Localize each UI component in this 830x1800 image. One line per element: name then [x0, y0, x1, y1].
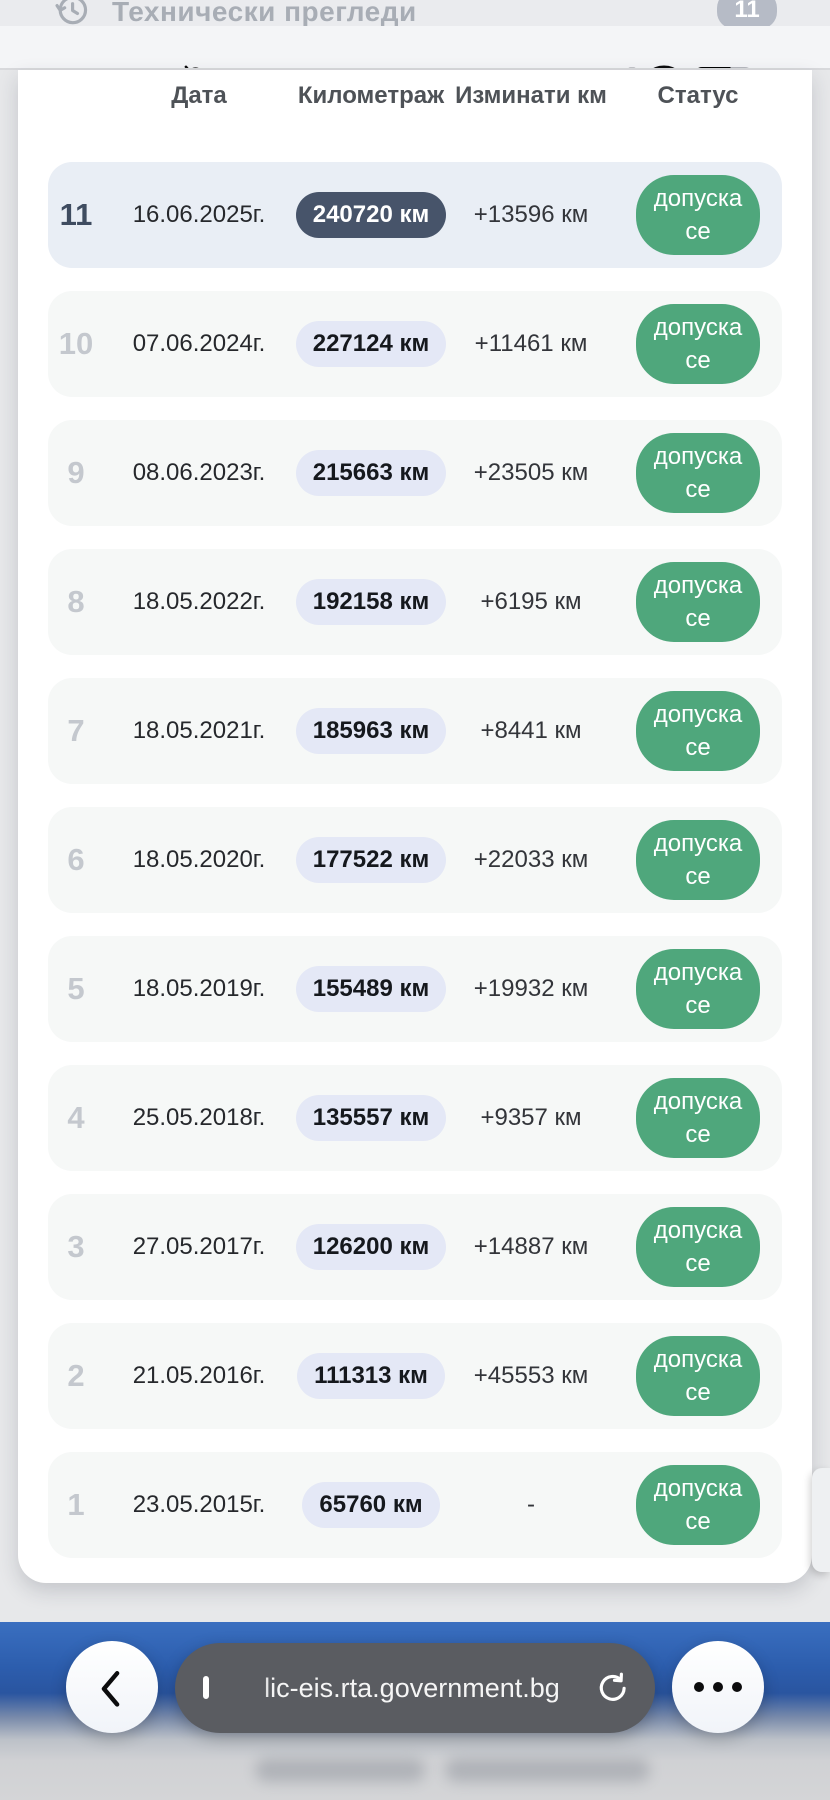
- traveled-value: +8441 км: [480, 717, 582, 744]
- col-index: [48, 82, 104, 110]
- row-number: 5: [67, 971, 85, 1006]
- inspection-row: 11 16.06.2025г. 240720 км +13596 км допу…: [48, 162, 782, 268]
- side-peek-badge: [812, 1468, 830, 1572]
- url-text: lic-eis.rta.government.bg: [264, 1672, 560, 1703]
- traveled-value: +14887 км: [473, 1233, 589, 1260]
- status-badge: допуска се: [636, 433, 760, 513]
- col-date: Дата: [171, 82, 227, 109]
- col-mileage: Километраж: [297, 82, 445, 109]
- inspection-row: 1 23.05.2015г. 65760 км - допуска се: [48, 1452, 782, 1558]
- status-badge: допуска се: [636, 1336, 760, 1416]
- table-header: Дата Километраж Изминати км Статус: [48, 82, 782, 110]
- inspection-row: 5 18.05.2019г. 155489 км +19932 км допус…: [48, 936, 782, 1042]
- status-badge: допуска се: [636, 175, 760, 255]
- back-chevron-icon: [101, 1671, 120, 1707]
- row-date: 18.05.2020г.: [132, 846, 266, 873]
- row-date: 16.06.2025г.: [132, 201, 266, 228]
- status-badge: допуска се: [636, 304, 760, 384]
- status-badge: допуска се: [636, 691, 760, 771]
- row-number: 1: [67, 1487, 85, 1522]
- url-bar[interactable]: lic-eis.rta.government.bg: [175, 1643, 655, 1733]
- col-traveled: Изминати км: [455, 82, 607, 109]
- row-number: 3: [67, 1229, 85, 1264]
- reader-icon[interactable]: [203, 1676, 237, 1699]
- traveled-value: +23505 км: [473, 459, 589, 486]
- status-badge: допуска се: [636, 949, 760, 1029]
- row-date: 18.05.2019г.: [132, 975, 266, 1002]
- traveled-value: +9357 км: [480, 1104, 582, 1131]
- inspection-row: 8 18.05.2022г. 192158 км +6195 км допуск…: [48, 549, 782, 655]
- mileage-badge: 177522 км: [295, 837, 447, 883]
- status-badge: допуска се: [636, 1465, 760, 1545]
- row-date: 21.05.2016г.: [132, 1362, 266, 1389]
- traveled-value: +19932 км: [473, 975, 589, 1002]
- row-number: 6: [67, 842, 85, 877]
- status-bar: 1:12 59: [0, 26, 830, 97]
- inspection-row: 7 18.05.2021г. 185963 км +8441 км допуск…: [48, 678, 782, 784]
- row-number: 2: [67, 1358, 85, 1393]
- inspection-row: 2 21.05.2016г. 111313 км +45553 км допус…: [48, 1323, 782, 1429]
- col-status: Статус: [657, 82, 739, 109]
- history-clock-icon: [55, 0, 88, 25]
- ellipsis-icon: [694, 1682, 742, 1692]
- status-badge: допуска се: [636, 1207, 760, 1287]
- inspection-row: 9 08.06.2023г. 215663 км +23505 км допус…: [48, 420, 782, 526]
- back-button[interactable]: [66, 1641, 158, 1733]
- mileage-badge: 65760 км: [302, 1482, 440, 1528]
- status-badge: допуска се: [636, 820, 760, 900]
- traveled-value: +13596 км: [473, 201, 589, 228]
- inspection-sheet: Дата Километраж Изминати км Статус 11 16…: [18, 70, 812, 1583]
- dimmed-page-header: Технически прегледи 11: [0, 0, 830, 29]
- mileage-badge: 155489 км: [295, 966, 447, 1012]
- reload-icon[interactable]: [595, 1670, 631, 1706]
- row-number: 11: [59, 197, 93, 232]
- mileage-badge: 135557 км: [295, 1095, 447, 1141]
- mileage-badge: 126200 км: [295, 1224, 447, 1270]
- inspection-list: 11 16.06.2025г. 240720 км +13596 км допу…: [48, 162, 782, 1558]
- mileage-badge: 185963 км: [295, 708, 447, 754]
- inspection-row: 3 27.05.2017г. 126200 км +14887 км допус…: [48, 1194, 782, 1300]
- row-date: 18.05.2021г.: [132, 717, 266, 744]
- row-date: 25.05.2018г.: [132, 1104, 266, 1131]
- inspection-row: 4 25.05.2018г. 135557 км +9357 км допуск…: [48, 1065, 782, 1171]
- traveled-value: -: [527, 1491, 535, 1518]
- statusbar-divider: [0, 68, 830, 70]
- traveled-value: +6195 км: [480, 588, 582, 615]
- mileage-badge: 111313 км: [297, 1353, 445, 1399]
- row-number: 9: [67, 455, 85, 490]
- menu-button[interactable]: [672, 1641, 764, 1733]
- mileage-badge: 227124 км: [295, 321, 447, 367]
- row-date: 27.05.2017г.: [132, 1233, 266, 1260]
- row-number: 4: [67, 1100, 85, 1135]
- row-date: 08.06.2023г.: [132, 459, 266, 486]
- mileage-badge: 240720 км: [295, 192, 447, 238]
- row-number: 8: [67, 584, 85, 619]
- traveled-value: +45553 км: [473, 1362, 589, 1389]
- blurred-page-text: [445, 1758, 650, 1782]
- row-number: 10: [58, 326, 94, 361]
- page-title: Технически прегледи: [112, 0, 417, 27]
- count-badge: 11: [717, 0, 777, 29]
- mileage-badge: 192158 км: [295, 579, 447, 625]
- status-badge: допуска се: [636, 1078, 760, 1158]
- row-date: 18.05.2022г.: [132, 588, 266, 615]
- traveled-value: +11461 км: [474, 330, 588, 357]
- traveled-value: +22033 км: [473, 846, 589, 873]
- inspection-row: 6 18.05.2020г. 177522 км +22033 км допус…: [48, 807, 782, 913]
- inspection-row: 10 07.06.2024г. 227124 км +11461 км допу…: [48, 291, 782, 397]
- row-date: 07.06.2024г.: [132, 330, 266, 357]
- status-badge: допуска се: [636, 562, 760, 642]
- mileage-badge: 215663 км: [295, 450, 447, 496]
- row-date: 23.05.2015г.: [132, 1491, 266, 1518]
- row-number: 7: [67, 713, 85, 748]
- blurred-page-text: [255, 1758, 425, 1782]
